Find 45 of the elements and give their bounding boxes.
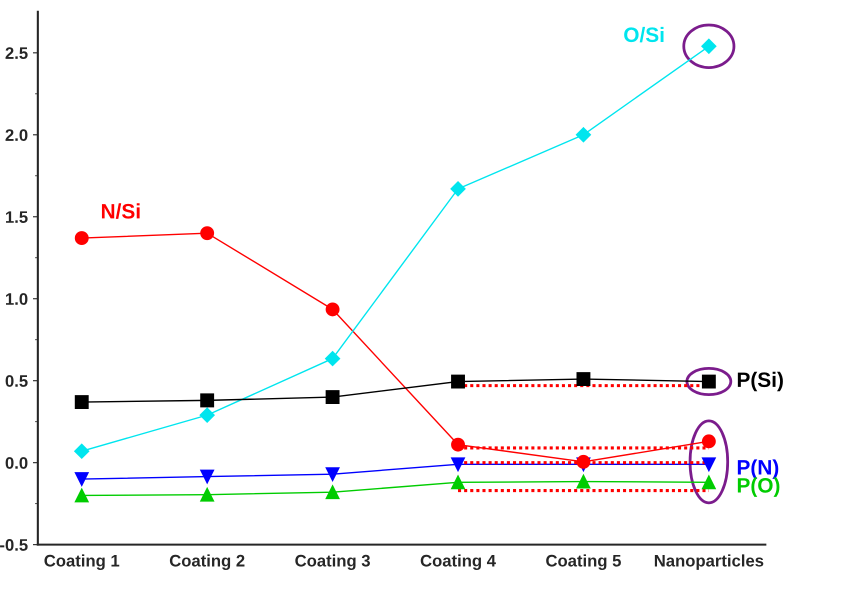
- point: [200, 226, 214, 240]
- point: [74, 231, 89, 246]
- y-tick-label: 1.5: [6, 211, 28, 223]
- point: [702, 434, 716, 448]
- point: [200, 470, 214, 484]
- y-tick-label: 0.5: [6, 375, 28, 387]
- point: [326, 467, 340, 482]
- y-tick-label: -0.5: [0, 539, 28, 551]
- point: [74, 395, 89, 409]
- y-tick-label: 2.5: [6, 47, 28, 60]
- x-tick-label: Coating 1: [44, 554, 120, 570]
- y-tick-label: 2.0: [6, 129, 28, 141]
- point: [451, 438, 465, 452]
- series-label: O/Si: [624, 26, 664, 42]
- point: [450, 181, 466, 196]
- point: [451, 475, 465, 490]
- point: [576, 454, 590, 469]
- point: [576, 372, 590, 386]
- x-tick-label: Nanoparticles: [654, 554, 764, 570]
- point: [200, 408, 215, 423]
- series-label: N/Si: [102, 203, 140, 219]
- point: [451, 457, 465, 472]
- point: [200, 488, 214, 502]
- point: [74, 444, 90, 459]
- series-label: P(O): [738, 477, 780, 497]
- point: [576, 474, 590, 488]
- point: [200, 393, 214, 408]
- series-label: P(N): [738, 459, 778, 479]
- x-tick-label: Coating 4: [420, 554, 496, 570]
- point: [325, 351, 340, 366]
- x-tick-label: Coating 2: [170, 554, 244, 570]
- point: [702, 457, 716, 472]
- point: [326, 485, 340, 500]
- point: [326, 390, 340, 404]
- point: [74, 472, 89, 486]
- series-label: P(Si): [738, 372, 783, 392]
- y-tick-label: 0.0: [6, 457, 28, 469]
- point: [74, 488, 89, 502]
- y-tick-label: 1.0: [6, 293, 28, 305]
- point: [451, 374, 465, 388]
- point: [576, 127, 592, 142]
- point: [326, 302, 340, 316]
- x-tick-label: Coating 5: [546, 554, 621, 570]
- point: [702, 475, 716, 490]
- x-tick-label: Coating 3: [295, 554, 370, 570]
